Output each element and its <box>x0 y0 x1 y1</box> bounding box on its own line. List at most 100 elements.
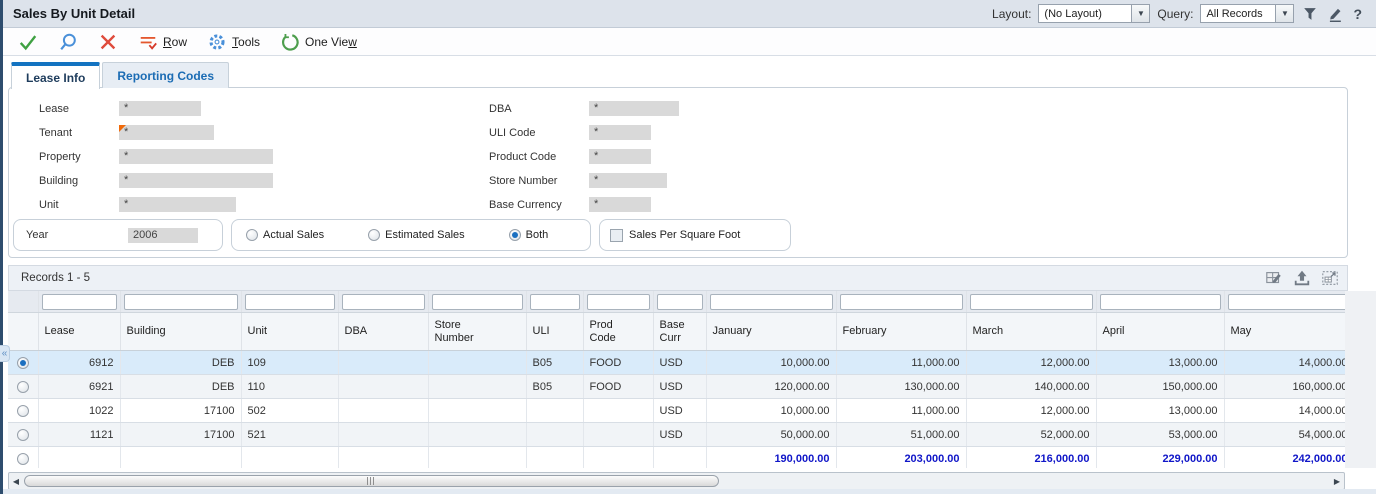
grid-cell[interactable]: 120,000.00 <box>706 374 837 399</box>
grid-cell[interactable]: 10,000.00 <box>706 350 837 375</box>
tab-lease-info[interactable]: Lease Info <box>11 62 101 89</box>
row-select-radio[interactable] <box>16 452 29 465</box>
grid-cell[interactable]: 11,000.00 <box>836 398 967 423</box>
column-header[interactable]: ULI <box>526 312 584 351</box>
grid-cell[interactable]: 14,000.00 <box>1224 398 1345 423</box>
grid-cell[interactable]: USD <box>653 350 707 375</box>
grid-cell[interactable]: 13,000.00 <box>1096 398 1225 423</box>
grid-cell[interactable]: 6912 <box>38 350 121 375</box>
grid-filter-input[interactable] <box>969 293 1093 310</box>
grid-filter-input[interactable] <box>709 293 833 310</box>
grid-cell[interactable]: 17100 <box>120 398 242 423</box>
radio-icon[interactable] <box>508 229 521 241</box>
grid-filter-input[interactable] <box>529 293 580 310</box>
grid-cell[interactable] <box>120 446 242 468</box>
row-select-radio[interactable] <box>16 404 29 417</box>
tools-menu-button[interactable]: Tools <box>202 30 265 54</box>
grid-cell[interactable]: 242,000.00 <box>1224 446 1345 468</box>
query-select[interactable]: All Records ▼ <box>1200 4 1295 23</box>
column-header[interactable]: DBA <box>338 312 429 351</box>
row-select-radio[interactable] <box>16 356 29 369</box>
grid-cell[interactable] <box>338 422 429 447</box>
grid-cell[interactable]: 109 <box>241 350 339 375</box>
grid-cell[interactable]: USD <box>653 422 707 447</box>
grid-cell[interactable]: 1022 <box>38 398 121 423</box>
row-menu-button[interactable]: Row <box>133 30 192 54</box>
grid-cell[interactable]: 502 <box>241 398 339 423</box>
grid-cell[interactable]: 130,000.00 <box>836 374 967 399</box>
ok-button[interactable] <box>13 30 43 54</box>
column-header[interactable]: Building <box>120 312 242 351</box>
grid-filter-input[interactable] <box>1099 293 1221 310</box>
grid-cell[interactable]: 12,000.00 <box>966 350 1097 375</box>
grid-filter-input[interactable] <box>41 293 117 310</box>
grid-cell[interactable]: 14,000.00 <box>1224 350 1345 375</box>
grid-cell[interactable]: 10,000.00 <box>706 398 837 423</box>
help-icon[interactable]: ? <box>1353 5 1362 22</box>
radio-icon[interactable] <box>246 229 258 241</box>
grid-cell[interactable]: 53,000.00 <box>1096 422 1225 447</box>
grid-cell[interactable]: 216,000.00 <box>966 446 1097 468</box>
grid-cell[interactable]: 521 <box>241 422 339 447</box>
grid-cell[interactable] <box>428 446 527 468</box>
grid-cell[interactable]: 229,000.00 <box>1096 446 1225 468</box>
radio-icon[interactable] <box>368 229 381 241</box>
column-header[interactable]: Lease <box>38 312 121 351</box>
grid-cell[interactable]: 1121 <box>38 422 121 447</box>
grid-cell[interactable]: 160,000.00 <box>1224 374 1345 399</box>
row-select-radio[interactable] <box>16 380 29 393</box>
grid-cell[interactable]: 110 <box>241 374 339 399</box>
grid-cell[interactable] <box>428 398 527 423</box>
column-header[interactable]: February <box>836 312 967 351</box>
estimated-sales-option[interactable]: Estimated Sales <box>368 229 465 241</box>
grid-cell[interactable] <box>583 446 654 468</box>
grid-cell[interactable] <box>38 446 121 468</box>
close-button[interactable] <box>93 30 123 54</box>
grid-filter-input[interactable] <box>839 293 963 310</box>
grid-filter-input[interactable] <box>431 293 523 310</box>
one-view-menu-button[interactable]: One View <box>275 30 362 54</box>
grid-filter-input[interactable] <box>656 293 703 310</box>
chevron-down-icon[interactable]: ▼ <box>1275 5 1294 22</box>
grid-cell[interactable] <box>338 350 429 375</box>
grid-cell[interactable]: FOOD <box>583 374 654 399</box>
grid-filter-input[interactable] <box>244 293 335 310</box>
grid-cell[interactable]: 11,000.00 <box>836 350 967 375</box>
column-header[interactable]: Store Number <box>428 312 527 351</box>
column-header[interactable]: March <box>966 312 1097 351</box>
grid-cell[interactable] <box>583 398 654 423</box>
filter-funnel-icon[interactable] <box>1301 5 1319 23</box>
grid-cell[interactable] <box>428 374 527 399</box>
grid-filter-input[interactable] <box>1227 293 1345 310</box>
grid-cell[interactable] <box>338 446 429 468</box>
grid-cell[interactable] <box>653 446 707 468</box>
sales-per-square-foot-checkbox[interactable] <box>610 228 623 242</box>
grid-cell[interactable] <box>338 398 429 423</box>
column-header[interactable]: Prod Code <box>583 312 654 351</box>
grid-cell[interactable] <box>526 446 584 468</box>
grid-cell[interactable]: B05 <box>526 374 584 399</box>
grid-cell[interactable]: 13,000.00 <box>1096 350 1225 375</box>
grid-cell[interactable]: 54,000.00 <box>1224 422 1345 447</box>
column-header[interactable]: Base Curr <box>653 312 707 351</box>
form-collapse-button[interactable]: « <box>0 345 10 362</box>
grid-cell[interactable]: USD <box>653 398 707 423</box>
layout-select[interactable]: (No Layout) ▼ <box>1038 4 1151 23</box>
grid-cell[interactable] <box>338 374 429 399</box>
grid-cell[interactable]: DEB <box>120 350 242 375</box>
chevron-down-icon[interactable]: ▼ <box>1131 5 1150 22</box>
grid-cell[interactable]: 6921 <box>38 374 121 399</box>
scroll-left-arrow-icon[interactable]: ◀ <box>12 476 20 486</box>
tab-reporting-codes[interactable]: Reporting Codes <box>102 62 230 88</box>
column-header[interactable]: January <box>706 312 837 351</box>
grid-cell[interactable]: 17100 <box>120 422 242 447</box>
grid-cell[interactable] <box>526 422 584 447</box>
both-option[interactable]: Both <box>508 229 548 241</box>
row-select-radio[interactable] <box>16 428 29 441</box>
scroll-right-arrow-icon[interactable]: ▶ <box>1333 476 1341 486</box>
grid-cell[interactable] <box>428 422 527 447</box>
grid-cell[interactable]: FOOD <box>583 350 654 375</box>
column-header[interactable]: April <box>1096 312 1225 351</box>
grid-cell[interactable] <box>526 398 584 423</box>
grid-cell[interactable]: 150,000.00 <box>1096 374 1225 399</box>
